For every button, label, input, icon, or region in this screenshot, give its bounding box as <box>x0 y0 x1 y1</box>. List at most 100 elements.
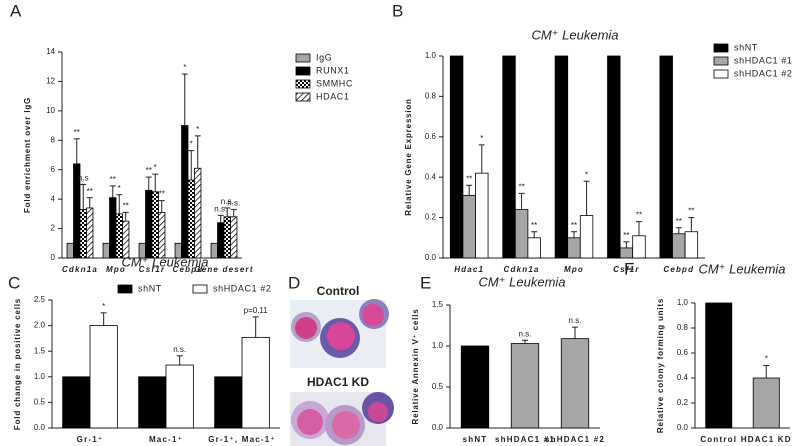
bar <box>158 211 166 259</box>
bar <box>619 247 634 259</box>
x-tick-label: Cebpd <box>173 265 204 274</box>
significance-label: ** <box>676 217 682 226</box>
legend-swatch <box>117 284 133 294</box>
y-tick-label: 0.4 <box>677 373 689 382</box>
legend-label: shHDAC1 #2 <box>213 283 272 293</box>
bar <box>102 242 110 259</box>
y-tick-label: 0.2 <box>425 213 437 222</box>
legend-label: SMMHC <box>316 78 353 88</box>
chart-title: CM⁺ Leukemia <box>698 261 785 276</box>
significance-label: * <box>480 134 483 143</box>
panel-letter: C <box>8 273 20 292</box>
significance-label: ** <box>87 187 93 196</box>
bar <box>109 197 117 259</box>
bar <box>514 209 529 259</box>
bar <box>579 215 594 259</box>
y-tick-label: 0.6 <box>677 348 689 357</box>
legend-swatch <box>295 66 311 76</box>
panel-letter: D <box>288 273 300 292</box>
y-tick-label: 0.4 <box>425 172 437 181</box>
significance-label: * <box>765 355 768 364</box>
y-tick-label: 0 <box>51 253 56 262</box>
significance-label: n.s. <box>519 329 532 338</box>
x-tick-label: Cdkn1a <box>504 265 540 274</box>
bar <box>86 207 94 259</box>
bar <box>214 376 243 429</box>
y-tick-label: 6 <box>51 165 56 174</box>
y-tick-label: 0.5 <box>34 398 46 407</box>
bar <box>449 55 464 259</box>
bar <box>62 376 91 429</box>
bar <box>210 242 218 259</box>
bar <box>632 235 646 259</box>
significance-label: * <box>118 184 121 193</box>
bar <box>684 231 699 259</box>
image-label: HDAC1 KD <box>307 375 369 389</box>
y-axis-label: Fold change in positive cells <box>13 298 22 430</box>
legend-label: HDAC1 <box>316 91 350 101</box>
legend-label: shNT <box>734 42 758 52</box>
y-tick-label: 1.5 <box>34 346 46 355</box>
x-tick-label: Control <box>700 435 737 444</box>
x-tick-label: Csf1r <box>613 265 639 274</box>
x-tick-label: Gene desert <box>194 265 253 274</box>
bar <box>223 216 231 259</box>
bar <box>475 172 489 259</box>
x-tick-label: Csf1r <box>139 265 165 274</box>
legend-label: IgG <box>316 52 332 62</box>
significance-label: ** <box>74 128 80 137</box>
bar <box>165 364 194 429</box>
x-tick-label: HDAC1 KD <box>741 435 792 444</box>
significance-label: ** <box>531 221 537 230</box>
significance-label: * <box>585 170 588 179</box>
bar <box>705 302 733 429</box>
significance-label: n.s. <box>227 199 240 208</box>
y-tick-label: 1.0 <box>432 341 444 350</box>
significance-label: n.s <box>78 174 89 183</box>
x-tick-label: Cdkn1a <box>62 265 98 274</box>
y-tick-label: 2.0 <box>34 321 46 330</box>
y-tick-label: 0.0 <box>425 253 437 262</box>
x-tick-label: Gr-1⁺, Mac-1⁺ <box>208 435 276 444</box>
y-tick-label: 0.0 <box>34 423 46 432</box>
y-axis-label: Relative Gene Expression <box>404 98 413 215</box>
y-axis-label: Relative colony forming units <box>656 298 665 433</box>
y-axis-label: Relative Annexin V⁺ cells <box>411 309 420 425</box>
bar <box>672 233 686 259</box>
legend-swatch <box>713 56 729 66</box>
bar <box>502 55 516 259</box>
y-tick-label: 0.6 <box>425 132 437 141</box>
legend-swatch <box>295 92 311 102</box>
bar <box>567 237 581 259</box>
panel-letter: B <box>392 1 403 20</box>
y-tick-label: 0.8 <box>677 323 689 332</box>
significance-label: ** <box>146 166 152 175</box>
chart-title: CM⁺ Leukemia <box>531 27 618 42</box>
y-tick-label: 12 <box>46 77 55 86</box>
significance-label: p=0.11 <box>244 306 269 315</box>
y-tick-label: 0.8 <box>425 92 437 101</box>
x-tick-label: Cebpd <box>663 265 694 274</box>
significance-label: * <box>183 63 186 72</box>
micrograph-control <box>290 299 389 368</box>
bar <box>560 338 590 429</box>
bar <box>181 125 189 259</box>
bar <box>462 194 476 259</box>
bar <box>607 55 621 259</box>
legend-label: shNT <box>138 283 162 293</box>
significance-label: * <box>154 163 157 172</box>
significance-label: n.s. <box>173 345 186 354</box>
bar <box>122 220 130 259</box>
bar <box>659 55 673 259</box>
y-tick-label: 8 <box>51 135 56 144</box>
significance-label: n.s. <box>214 204 227 213</box>
y-tick-label: 0.5 <box>432 382 444 391</box>
significance-label: * <box>196 125 199 134</box>
image-label: Control <box>317 284 360 298</box>
y-tick-label: 2 <box>51 224 56 233</box>
panel-letter: F <box>624 259 634 278</box>
y-axis-label: Fold enrichment over IgG <box>23 97 32 213</box>
x-tick-label: Hdac1 <box>454 265 484 274</box>
